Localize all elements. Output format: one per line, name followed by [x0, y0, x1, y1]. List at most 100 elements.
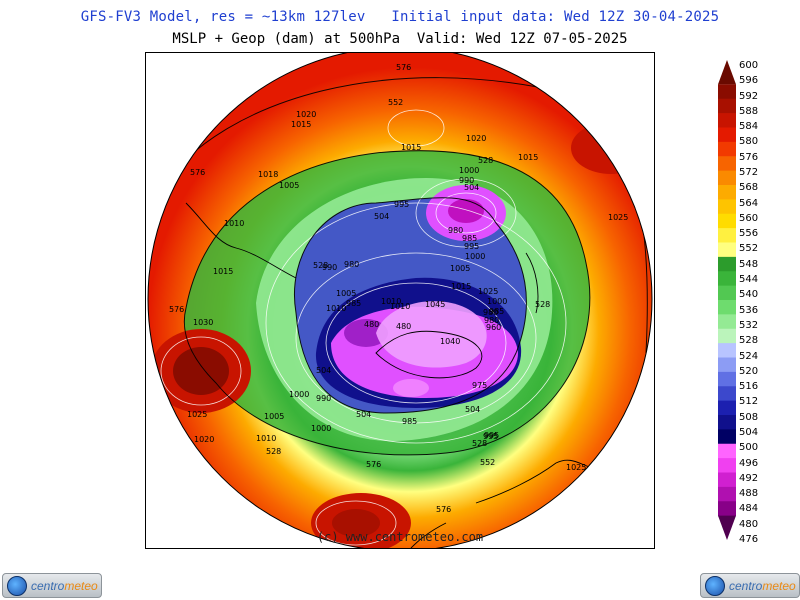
- pressure-label: 1040: [440, 337, 460, 346]
- chart-subtitle: MSLP + Geop (dam) at 500hPa Valid: Wed 1…: [172, 31, 628, 47]
- centrometeo-logo-left[interactable]: centrometeo: [2, 573, 102, 598]
- color-scale: [718, 60, 736, 540]
- scale-label: 572: [739, 167, 759, 179]
- pressure-label: 995: [394, 200, 409, 209]
- magenta-low-north-core: [448, 199, 484, 223]
- scale-label: 564: [739, 197, 759, 209]
- color-scale-labels: 600 596 592 588 584 580 576 572 568 564 560 556 552 5…: [739, 60, 779, 545]
- geop-label: 504: [465, 405, 480, 414]
- scale-swatch: [718, 343, 736, 358]
- pressure-label: 980: [344, 260, 359, 269]
- geop-label: 528: [472, 439, 487, 448]
- geop-label: 528: [535, 300, 550, 309]
- logo-left-text: centro: [31, 578, 65, 593]
- pressure-label: 1005: [264, 412, 284, 421]
- scale-label: 484: [739, 503, 759, 515]
- pressure-label: 960: [486, 323, 501, 332]
- pressure-label: 1010: [224, 219, 244, 228]
- scale-label: 536: [739, 304, 759, 316]
- pressure-label: 1010: [326, 304, 346, 313]
- geop-label: 480: [364, 320, 379, 329]
- pressure-label: 985: [402, 417, 417, 426]
- pressure-labels: 1020 1015 1015 1020 1015 1018 1005 1010 …: [187, 110, 628, 472]
- scale-swatch: [718, 357, 736, 373]
- scale-swatch: [718, 242, 736, 258]
- pressure-label: 990: [316, 394, 331, 403]
- pressure-label: 1000: [289, 390, 309, 399]
- scale-swatch: [718, 141, 736, 157]
- scale-swatch: [718, 256, 736, 272]
- map-panel: 1020 1015 1015 1020 1015 1018 1005 1010 …: [145, 52, 655, 549]
- pressure-label: 1000: [311, 424, 331, 433]
- pressure-label: 1025: [478, 287, 498, 296]
- scale-swatch: [718, 213, 736, 229]
- pressure-label: 1025: [187, 410, 207, 419]
- pressure-label: 990: [459, 176, 474, 185]
- geop-label: 480: [396, 322, 411, 331]
- scale-label: 528: [739, 335, 759, 347]
- isobar-lines: [160, 109, 567, 546]
- scale-swatch: [718, 515, 736, 540]
- scale-swatch: [718, 328, 736, 344]
- geop-labels: 576 552 528 576 504 528 504 528 480 480 …: [169, 63, 550, 514]
- scale-swatch: [718, 156, 736, 172]
- geop-label: 504: [464, 183, 479, 192]
- logo-left-accent: meteo: [64, 578, 98, 593]
- pressure-label: 990: [322, 263, 337, 272]
- pressure-label: 995: [464, 242, 479, 251]
- pressure-label: 1025: [608, 213, 628, 222]
- pressure-label: 980: [448, 226, 463, 235]
- scale-label: 600: [739, 60, 759, 71]
- pressure-label: 1015: [518, 153, 538, 162]
- pressure-label: 1025: [566, 463, 586, 472]
- disc-border: [147, 53, 653, 548]
- scale-label: 580: [739, 136, 759, 148]
- geop-label: 504: [356, 410, 371, 419]
- pressure-label: 1010: [256, 434, 276, 443]
- scale-label: 588: [739, 105, 759, 117]
- pressure-label: 1015: [291, 120, 311, 129]
- pressure-label: 1015: [213, 267, 233, 276]
- centrometeo-logo-right[interactable]: centrometeo: [700, 573, 800, 598]
- pressure-label: 1005: [336, 289, 356, 298]
- scale-swatch: [718, 429, 736, 445]
- scale-swatch: [718, 472, 736, 488]
- pressure-label: 1015: [401, 143, 421, 152]
- polar-map: 1020 1015 1015 1020 1015 1018 1005 1010 …: [147, 53, 653, 548]
- pressure-label: 1000: [487, 297, 507, 306]
- scale-label: 504: [739, 426, 759, 438]
- scale-label: 532: [739, 319, 759, 331]
- scale-label: 492: [739, 472, 759, 484]
- scale-swatch: [718, 400, 736, 416]
- pressure-label: 1010: [381, 297, 401, 306]
- scale-swatch: [718, 228, 736, 243]
- geop-label: 576: [169, 305, 184, 314]
- scale-label: 488: [739, 488, 759, 500]
- pressure-label: 985: [346, 299, 361, 308]
- scale-swatch: [718, 300, 736, 315]
- scale-label: 596: [739, 75, 759, 87]
- scale-label: 516: [739, 381, 759, 393]
- scale-swatch: [718, 486, 736, 502]
- pressure-label: 995: [484, 431, 499, 440]
- scale-label: 496: [739, 457, 759, 469]
- pressure-label: 1000: [465, 252, 485, 261]
- pressure-label: 1020: [296, 110, 316, 119]
- scale-swatch: [718, 127, 736, 143]
- scale-label: 508: [739, 411, 759, 423]
- scale-label: 576: [739, 151, 759, 163]
- scale-label: 520: [739, 365, 759, 377]
- pressure-label: 1020: [194, 435, 214, 444]
- geop-label: 504: [316, 366, 331, 375]
- scale-swatch: [718, 386, 736, 402]
- scale-swatch: [718, 314, 736, 330]
- scale-swatch: [718, 415, 736, 430]
- scale-swatch: [718, 113, 736, 128]
- scale-label: 552: [739, 243, 759, 255]
- geop-label: 552: [480, 458, 495, 467]
- scale-swatch: [718, 98, 736, 114]
- geop-label: 576: [190, 168, 205, 177]
- polar-plateau: [376, 301, 487, 368]
- low-core-2: [393, 379, 429, 397]
- scale-swatch: [718, 170, 736, 186]
